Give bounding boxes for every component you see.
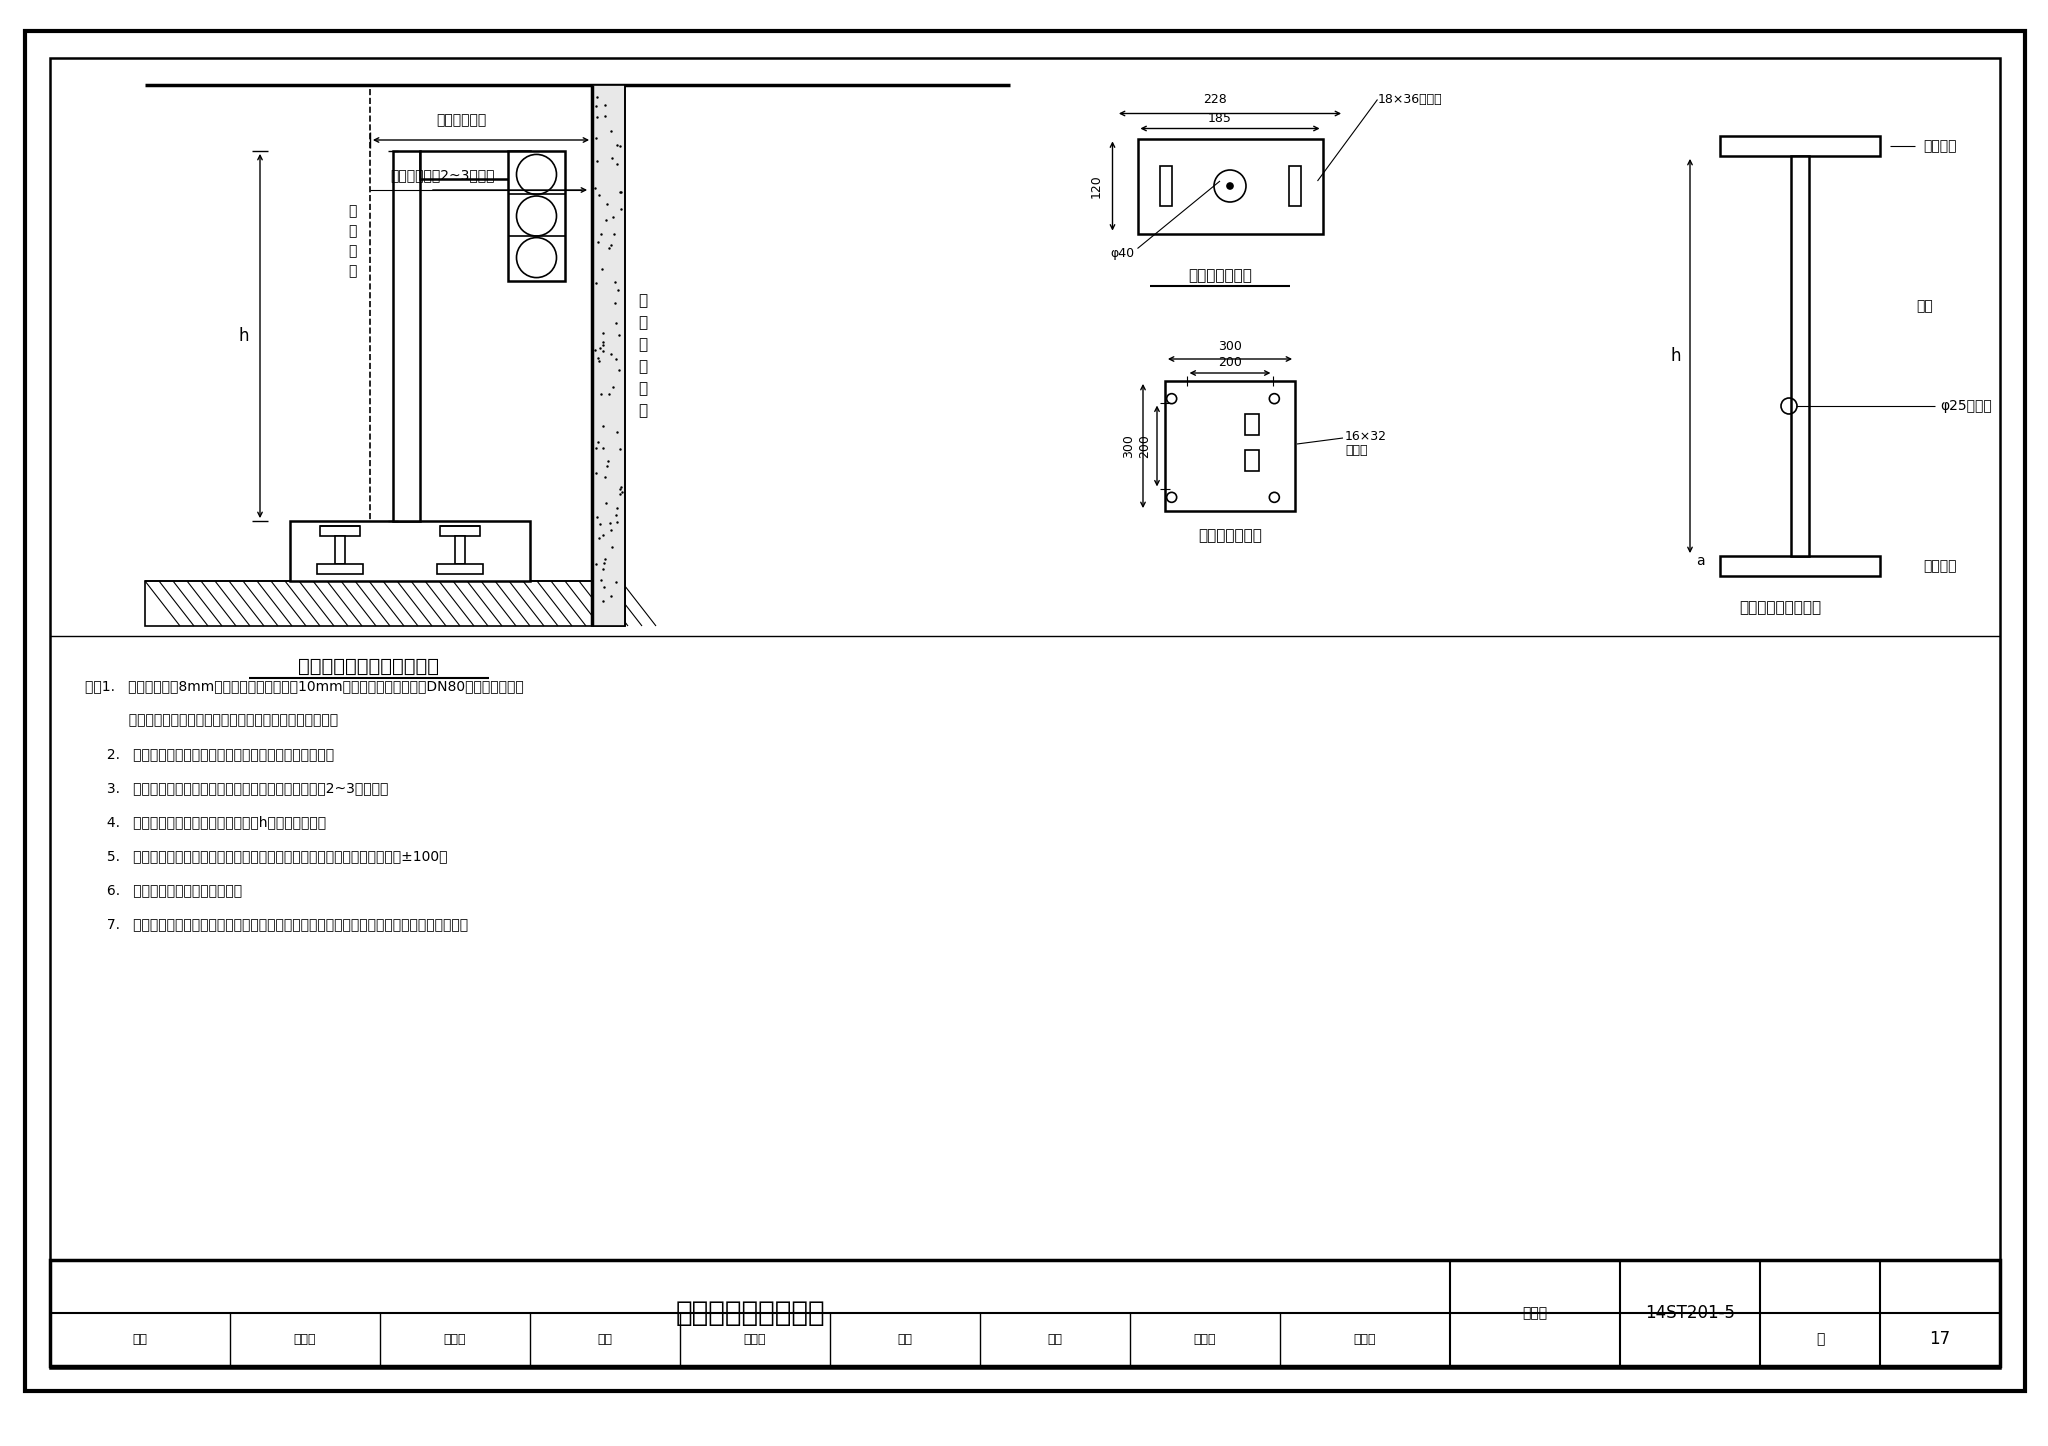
Text: 200: 200 — [1219, 357, 1241, 370]
Text: 长条孔: 长条孔 — [1346, 444, 1368, 457]
Bar — [1792, 156, 1808, 557]
Bar — [440, 526, 479, 536]
Text: 16×32: 16×32 — [1346, 429, 1386, 442]
Text: 17: 17 — [1929, 1330, 1950, 1349]
Circle shape — [1227, 184, 1233, 189]
Text: 螺杆露出螺帽2~3个螺距: 螺杆露出螺帽2~3个螺距 — [389, 168, 494, 182]
Text: 支架顶板: 支架顶板 — [1923, 139, 1956, 153]
Text: 立柱式信号机安装图: 立柱式信号机安装图 — [676, 1299, 825, 1327]
Text: 校对: 校对 — [598, 1333, 612, 1346]
Text: 图集号: 图集号 — [1522, 1306, 1548, 1320]
Bar — [1165, 380, 1294, 510]
Bar — [1245, 450, 1260, 471]
Text: 符合设计要求: 符合设计要求 — [436, 113, 485, 127]
Text: 侧: 侧 — [639, 380, 647, 396]
Text: 隧: 隧 — [639, 294, 647, 308]
Text: φ40: φ40 — [1110, 247, 1135, 260]
Bar — [508, 150, 565, 281]
Bar — [291, 521, 530, 581]
Polygon shape — [420, 179, 530, 210]
Text: 228: 228 — [1202, 93, 1227, 106]
Text: 120: 120 — [1090, 174, 1104, 198]
Text: 张天军: 张天军 — [293, 1333, 315, 1346]
Bar — [319, 526, 360, 536]
Text: 立柱: 立柱 — [1917, 299, 1933, 312]
Text: 道: 道 — [639, 315, 647, 330]
Text: 闫东东: 闫东东 — [1194, 1333, 1217, 1346]
Text: 中: 中 — [348, 244, 356, 257]
Text: 注：1.   支架顶部采用8mm厚钢板加工，底座采用10mm厚钢板加工，立柱采用DN80镀锌钢管加工，: 注：1. 支架顶部采用8mm厚钢板加工，底座采用10mm厚钢板加工，立柱采用DN… — [86, 680, 524, 693]
Text: 线: 线 — [348, 204, 356, 218]
Bar — [1720, 557, 1880, 576]
Text: 6.   信号机机构应保证接地良好。: 6. 信号机机构应保证接地良好。 — [86, 884, 242, 897]
Text: 郑义平: 郑义平 — [444, 1333, 467, 1346]
Text: 300: 300 — [1122, 434, 1135, 458]
Text: 胡刚: 胡刚 — [897, 1333, 913, 1346]
Text: 陈军科: 陈军科 — [743, 1333, 766, 1346]
Text: 心: 心 — [348, 265, 356, 278]
Bar — [436, 564, 483, 574]
Text: 185: 185 — [1208, 111, 1233, 124]
Text: 立柱式支架正立面图: 立柱式支架正立面图 — [1739, 600, 1821, 616]
Text: 或: 或 — [639, 359, 647, 375]
Text: 墙: 墙 — [639, 403, 647, 418]
Text: 设计: 设计 — [1047, 1333, 1063, 1346]
Text: 14ST201-5: 14ST201-5 — [1645, 1304, 1735, 1322]
Text: 18×36长条孔: 18×36长条孔 — [1378, 93, 1442, 106]
Bar — [49, 1259, 2001, 1366]
Text: 4.   信号机托架顶面距钢轨顶面的距离h符合设计要求。: 4. 信号机托架顶面距钢轨顶面的距离h符合设计要求。 — [86, 816, 326, 829]
Text: 壁: 壁 — [639, 337, 647, 351]
Bar — [592, 85, 625, 626]
Bar — [455, 536, 465, 564]
Text: 立柱式信号机安装正立面图: 立柱式信号机安装正立面图 — [299, 656, 438, 675]
Bar — [145, 581, 625, 626]
Text: 支架底板俯视图: 支架底板俯视图 — [1198, 528, 1262, 544]
Text: 7.   信号机金属支架有接地要求时，应保证接地良好。有绝缘要求，绝缘电阻应符合设计要求。: 7. 信号机金属支架有接地要求时，应保证接地良好。有绝缘要求，绝缘电阻应符合设计… — [86, 917, 469, 931]
Text: 页: 页 — [1817, 1333, 1825, 1346]
Text: 路: 路 — [348, 224, 356, 239]
Text: 审核: 审核 — [133, 1333, 147, 1346]
Bar — [1137, 139, 1323, 233]
Text: 支架底板: 支架底板 — [1923, 560, 1956, 573]
Text: h: h — [1671, 347, 1681, 364]
Text: 支架顶板俯视图: 支架顶板俯视图 — [1188, 268, 1251, 283]
Bar — [317, 564, 362, 574]
Text: 3.   信号机构及配件的紧固件应平衡拧紧，螺杆露出螺母2~3个螺距。: 3. 信号机构及配件的紧固件应平衡拧紧，螺杆露出螺母2~3个螺距。 — [86, 781, 389, 795]
Text: 5.   信号机托架顶面水平，配件完整，安装牢固，信号机安装高度允许偏差为±100。: 5. 信号机托架顶面水平，配件完整，安装牢固，信号机安装高度允许偏差为±100。 — [86, 849, 449, 863]
Bar — [1159, 166, 1171, 205]
Bar — [336, 536, 344, 564]
Bar — [1288, 166, 1300, 205]
Bar — [420, 150, 530, 179]
Text: 闫东东: 闫东东 — [1354, 1333, 1376, 1346]
Text: 300: 300 — [1219, 340, 1241, 353]
Text: 连接部位焊接牢固，立柱高度根据信号机安装高度确定。: 连接部位焊接牢固，立柱高度根据信号机安装高度确定。 — [86, 713, 338, 727]
Text: a: a — [1696, 554, 1704, 568]
Bar — [1245, 414, 1260, 435]
Text: 2.   信号机安装位置应符合设计规定，严禁侵入设备限界。: 2. 信号机安装位置应符合设计规定，严禁侵入设备限界。 — [86, 748, 334, 761]
Bar — [393, 150, 420, 521]
Bar — [1720, 136, 1880, 156]
Text: φ25引线孔: φ25引线孔 — [1939, 399, 1993, 414]
Text: 200: 200 — [1139, 434, 1151, 458]
Text: h: h — [240, 327, 250, 346]
